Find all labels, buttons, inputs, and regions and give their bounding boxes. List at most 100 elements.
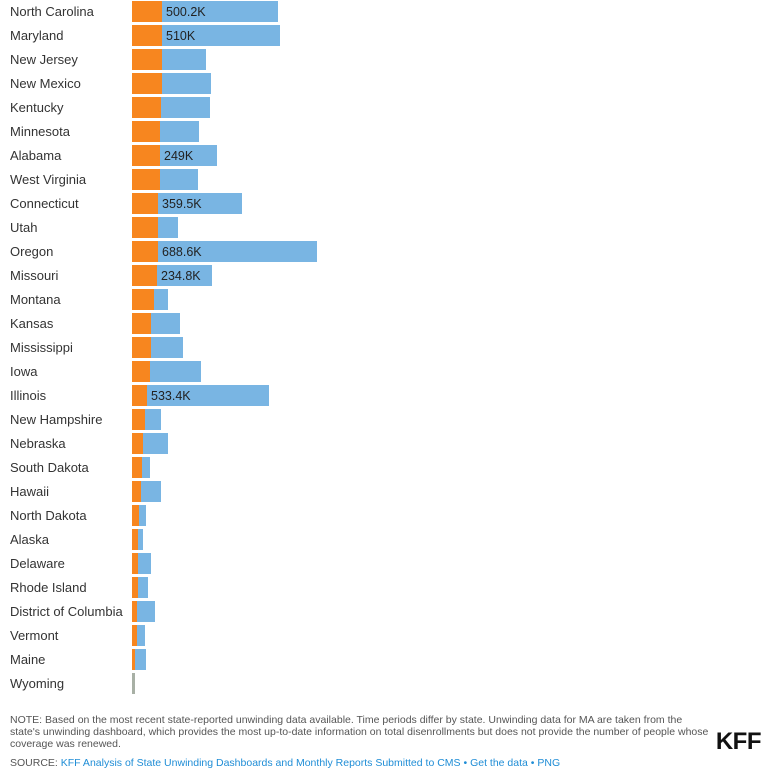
bar-segment-disenrolled[interactable]	[132, 337, 151, 358]
bar-segment-renewed[interactable]	[142, 457, 150, 478]
state-label: Utah	[10, 220, 37, 235]
png-link[interactable]: PNG	[537, 757, 561, 769]
bar-segment-disenrolled[interactable]	[132, 649, 135, 670]
state-label: West Virginia	[10, 172, 87, 187]
bar-row: Delaware	[10, 553, 151, 574]
bar-segment-disenrolled[interactable]	[132, 1, 162, 22]
bar-segment-disenrolled[interactable]	[132, 529, 138, 550]
bar-segment-renewed[interactable]	[162, 1, 278, 22]
bar-value-label: 234.8K	[161, 269, 201, 283]
bar-segment-disenrolled[interactable]	[132, 409, 145, 430]
bar-segment-renewed[interactable]	[160, 121, 199, 142]
bar-segment-disenrolled[interactable]	[132, 433, 143, 454]
bar-row: Montana	[10, 289, 168, 310]
bar-row: New Hampshire	[10, 409, 161, 430]
bar-segment-renewed[interactable]	[135, 649, 146, 670]
bar-segment-renewed[interactable]	[139, 505, 146, 526]
kff-logo: KFF	[715, 728, 762, 755]
state-label: Maine	[10, 652, 45, 667]
bar-segment-renewed[interactable]	[162, 49, 206, 70]
bar-row: North Carolina 500.2K	[10, 1, 278, 22]
bar-segment-renewed[interactable]	[158, 241, 317, 262]
state-label: Delaware	[10, 556, 65, 571]
state-label: Alaska	[10, 532, 50, 547]
bar-segment-renewed[interactable]	[138, 553, 151, 574]
bar-value-label: 249K	[164, 149, 194, 163]
separator-1: •	[463, 757, 468, 769]
bar-segment-disenrolled[interactable]	[132, 169, 160, 190]
bar-segment-renewed[interactable]	[154, 289, 168, 310]
bar-row: Rhode Island	[10, 577, 148, 598]
bar-row: Vermont	[10, 625, 145, 646]
bar-row: District of Columbia	[10, 601, 155, 622]
bar-segment-disenrolled[interactable]	[132, 385, 147, 406]
stacked-bar-chart: North Carolina 500.2K Maryland 510K New Jers…	[10, 1, 317, 694]
bar-segment-renewed[interactable]	[151, 313, 180, 334]
bar-value-label: 510K	[166, 29, 196, 43]
bar-row: Kansas	[10, 313, 180, 334]
bar-segment-disenrolled[interactable]	[132, 217, 158, 238]
bar-segment-renewed[interactable]	[162, 73, 211, 94]
bar-segment-disenrolled[interactable]	[132, 361, 150, 382]
bar-segment-renewed[interactable]	[132, 673, 135, 694]
bar-segment-disenrolled[interactable]	[132, 193, 158, 214]
bar-segment-disenrolled[interactable]	[132, 577, 138, 598]
bar-row: Connecticut 359.5K	[10, 193, 242, 214]
bar-segment-renewed[interactable]	[138, 577, 148, 598]
bar-segment-disenrolled[interactable]	[132, 601, 137, 622]
bar-segment-disenrolled[interactable]	[132, 145, 160, 166]
bar-segment-renewed[interactable]	[137, 625, 145, 646]
bar-segment-renewed[interactable]	[160, 169, 198, 190]
bar-segment-renewed[interactable]	[143, 433, 168, 454]
bar-segment-renewed[interactable]	[137, 601, 155, 622]
source-link[interactable]: KFF Analysis of State Unwinding Dashboar…	[60, 757, 461, 769]
state-label: South Dakota	[10, 460, 90, 475]
bar-row: New Jersey	[10, 49, 206, 70]
bar-segment-disenrolled[interactable]	[132, 121, 160, 142]
bar-value-label: 688.6K	[162, 245, 202, 259]
bar-segment-disenrolled[interactable]	[132, 457, 142, 478]
bar-segment-renewed[interactable]	[147, 385, 269, 406]
bar-segment-disenrolled[interactable]	[132, 505, 139, 526]
bar-segment-renewed[interactable]	[158, 217, 178, 238]
state-label: Kentucky	[10, 100, 64, 115]
bar-segment-disenrolled[interactable]	[132, 553, 138, 574]
bar-segment-disenrolled[interactable]	[132, 49, 162, 70]
state-label: Maryland	[10, 28, 63, 43]
bar-row: Kentucky	[10, 97, 210, 118]
bar-value-label: 500.2K	[166, 5, 206, 19]
bar-segment-renewed[interactable]	[161, 97, 210, 118]
bar-segment-disenrolled[interactable]	[132, 289, 154, 310]
state-label: Missouri	[10, 268, 59, 283]
bar-row: South Dakota	[10, 457, 150, 478]
bar-segment-disenrolled[interactable]	[132, 25, 162, 46]
bar-segment-disenrolled[interactable]	[132, 241, 158, 262]
bar-segment-disenrolled[interactable]	[132, 313, 151, 334]
bar-segment-renewed[interactable]	[138, 529, 143, 550]
bar-segment-renewed[interactable]	[158, 193, 242, 214]
bar-row: Iowa	[10, 361, 201, 382]
bar-segment-renewed[interactable]	[151, 337, 183, 358]
footnote: NOTE: Based on the most recent state-rep…	[10, 714, 709, 750]
state-label: Connecticut	[10, 196, 79, 211]
bar-segment-renewed[interactable]	[145, 409, 161, 430]
bar-segment-renewed[interactable]	[160, 145, 217, 166]
bar-segment-renewed[interactable]	[150, 361, 201, 382]
bar-row: Alabama 249K	[10, 145, 217, 166]
bar-row: Mississippi	[10, 337, 183, 358]
bar-value-label: 359.5K	[162, 197, 202, 211]
state-label: Montana	[10, 292, 61, 307]
bar-segment-disenrolled[interactable]	[132, 625, 137, 646]
state-label: Minnesota	[10, 124, 71, 139]
bar-segment-renewed[interactable]	[162, 25, 280, 46]
bar-segment-disenrolled[interactable]	[132, 73, 162, 94]
bar-segment-disenrolled[interactable]	[132, 265, 157, 286]
bar-row: North Dakota	[10, 505, 146, 526]
bar-segment-renewed[interactable]	[141, 481, 161, 502]
bar-segment-disenrolled[interactable]	[132, 481, 141, 502]
bar-segment-disenrolled[interactable]	[132, 97, 161, 118]
bar-row: Oregon 688.6K	[10, 241, 317, 262]
bar-segment-renewed[interactable]	[157, 265, 212, 286]
bar-row: West Virginia	[10, 169, 198, 190]
get-data-link[interactable]: Get the data	[470, 757, 528, 769]
